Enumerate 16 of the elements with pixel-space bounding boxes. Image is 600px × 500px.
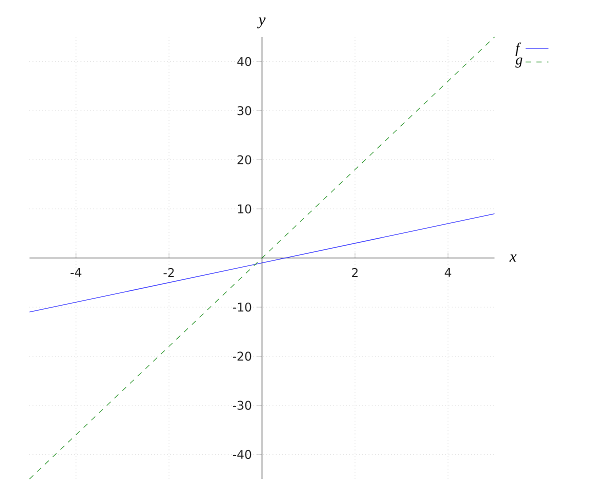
x-tick-label: 4 — [444, 268, 452, 277]
y-axis-title: y — [257, 17, 266, 28]
y-tick-label: 20 — [238, 155, 252, 164]
x-tick-label: 2 — [352, 268, 358, 277]
legend-label: g — [515, 58, 522, 68]
y-tick-label: -40 — [232, 450, 252, 459]
x-tick-label: -4 — [70, 268, 82, 277]
legend-label: f — [516, 42, 522, 56]
y-tick-label: 40 — [237, 57, 252, 66]
x-axis-title: x — [509, 254, 517, 262]
y-tick-label: 30 — [238, 106, 252, 116]
y-tick-label: 10 — [238, 204, 252, 214]
y-tick-label: -20 — [232, 352, 252, 361]
y-tick-label: -10 — [232, 302, 252, 312]
y-tick-label: -30 — [232, 400, 252, 410]
x-tick-label: -2 — [164, 268, 174, 277]
